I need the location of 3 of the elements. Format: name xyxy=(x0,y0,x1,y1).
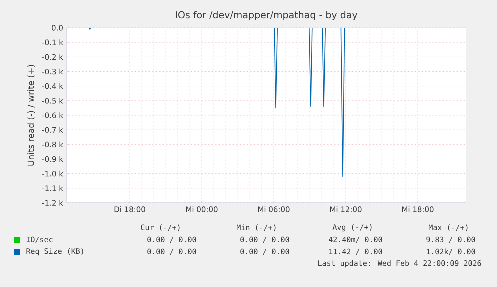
chart-title: IOs for /dev/mapper/mpathaq - by day xyxy=(176,11,358,20)
y-axis-title: Units read (-) / write (+) xyxy=(28,65,36,166)
line-series xyxy=(67,28,466,178)
